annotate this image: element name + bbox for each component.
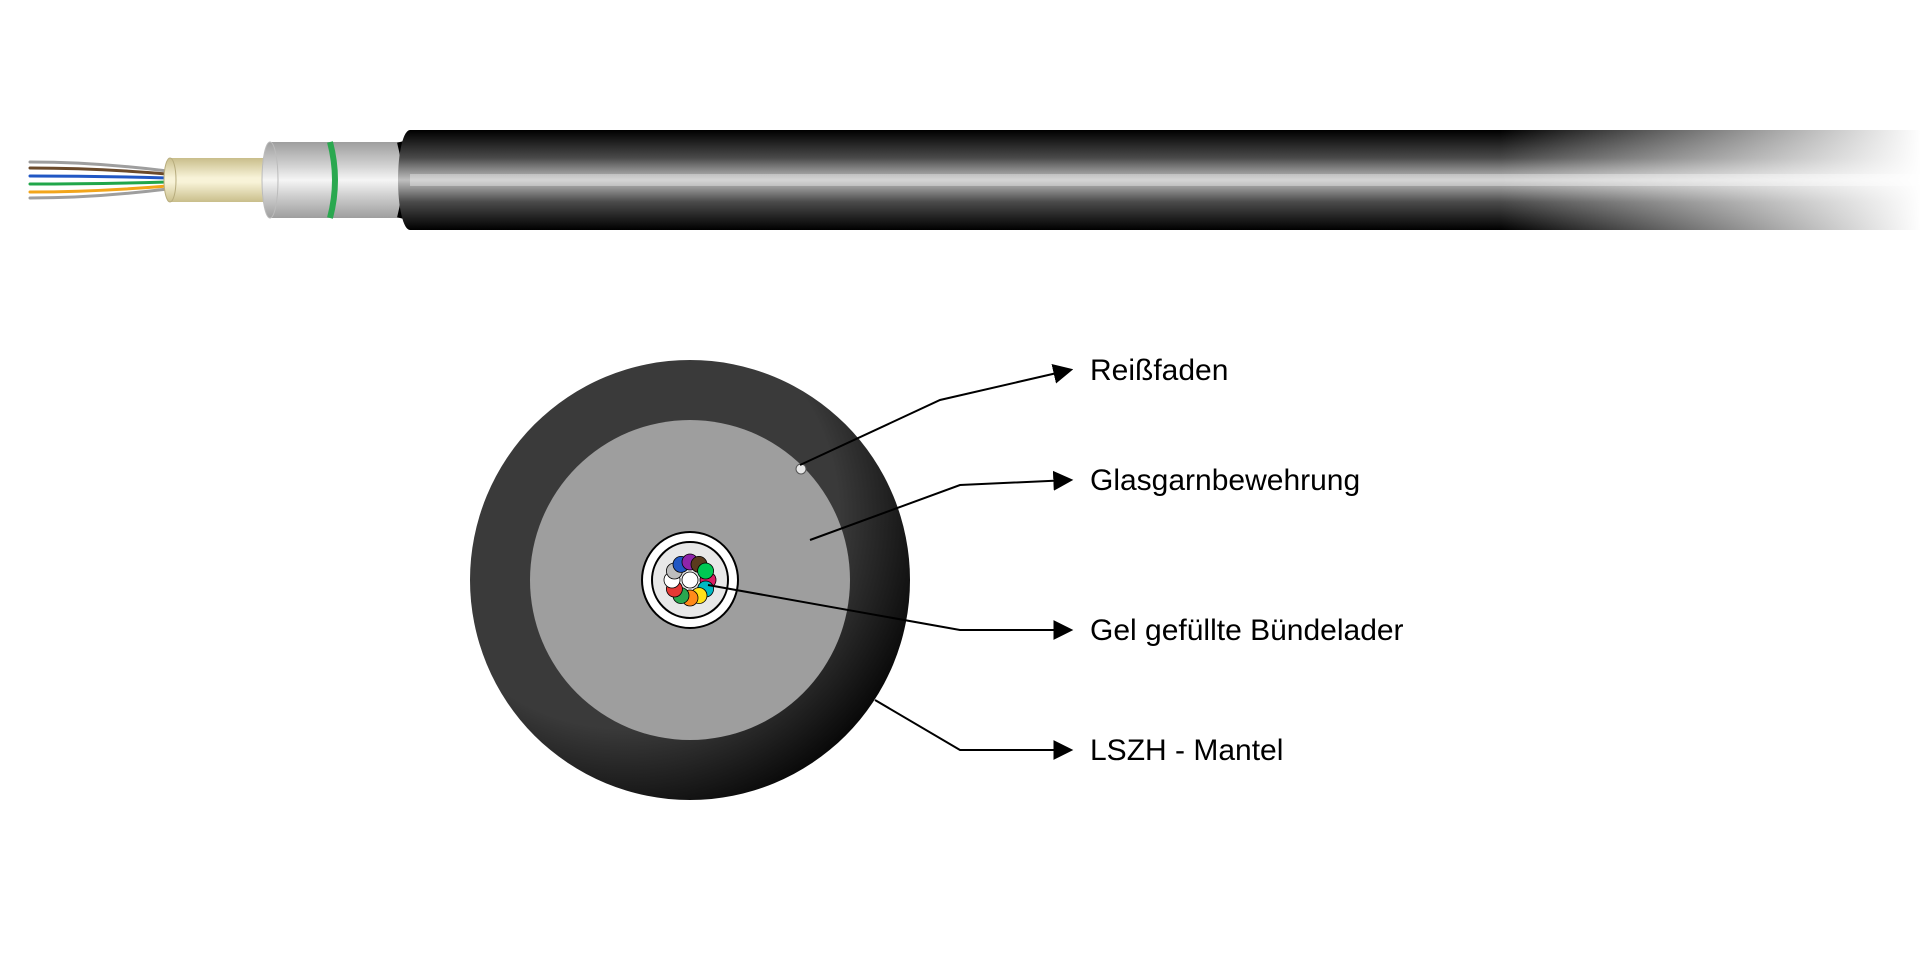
cs-fiber-dot bbox=[698, 563, 714, 579]
jacket-fade bbox=[1500, 128, 1920, 232]
callout-label-mantel: LSZH - Mantel bbox=[1090, 734, 1283, 767]
cable-cross-section bbox=[470, 360, 910, 800]
sleeve-end bbox=[262, 142, 278, 218]
callout-label-reissfaden: Reißfaden bbox=[1090, 354, 1228, 387]
cable-side-view bbox=[30, 128, 1920, 232]
callout-label-glasgarn: Glasgarnbewehrung bbox=[1090, 464, 1360, 497]
callout-line-mantel bbox=[875, 700, 1070, 750]
cs-fiber-dot bbox=[682, 572, 698, 588]
callout-label-buendelader: Gel gefüllte Bündelader bbox=[1090, 614, 1404, 647]
core-tube-end bbox=[164, 158, 176, 202]
